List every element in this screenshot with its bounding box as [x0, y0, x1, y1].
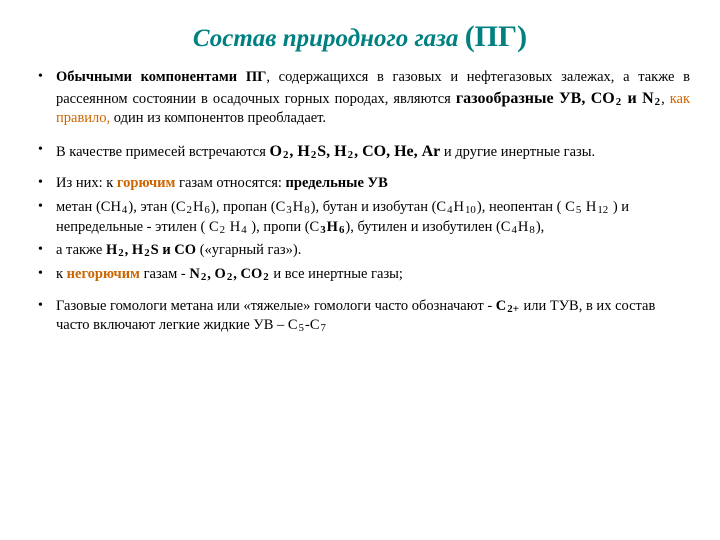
- bullet-list: Обычными компонентами ПГ, содержащихся в…: [30, 68, 690, 336]
- text: негорючим: [67, 266, 140, 282]
- text: ), бутилен и изобутилен (С: [345, 219, 510, 235]
- text: , СО, Не, Аr: [354, 143, 440, 160]
- sub: 3: [285, 204, 292, 216]
- sub: 12: [596, 204, 609, 216]
- text: Газовые гомологи метана или «тяжелые» го…: [56, 298, 496, 314]
- text: и N: [622, 90, 653, 107]
- text: В качестве примесей встречаются: [56, 144, 270, 160]
- text: N: [189, 266, 199, 282]
- text: Н: [454, 199, 464, 215]
- text: предельные УВ: [286, 175, 388, 191]
- text: Н: [327, 219, 338, 235]
- slide-title: Состав природного газа (ПГ): [30, 20, 690, 54]
- sub: 2: [186, 204, 193, 216]
- sub: 2: [219, 224, 226, 236]
- text: , СО: [233, 266, 262, 282]
- text: ), пропи (С: [248, 219, 320, 235]
- text: и другие инертные газы.: [440, 144, 595, 160]
- text: -С: [305, 317, 320, 333]
- text: метан (СН: [56, 199, 121, 215]
- text: ), этан (С: [128, 199, 185, 215]
- text: Н: [293, 199, 303, 215]
- text: Из них: к: [56, 175, 117, 191]
- text: а также: [56, 242, 106, 258]
- text: горючим: [117, 175, 175, 191]
- text: С: [496, 298, 506, 314]
- text: ),: [536, 219, 544, 235]
- sub: 10: [464, 204, 477, 216]
- bullet-2: В качестве примесей встречаются О2, Н2S,…: [30, 141, 690, 163]
- sub: 8: [528, 224, 535, 236]
- sub: 2: [347, 149, 354, 161]
- bullet-7: Газовые гомологи метана или «тяжелые» го…: [30, 297, 690, 336]
- text: Н: [518, 219, 528, 235]
- text: , Н: [125, 242, 144, 258]
- text: ,: [661, 91, 670, 107]
- text: Обычными компонентами ПГ: [56, 69, 266, 85]
- sub: 7: [319, 322, 326, 334]
- text: один из компонентов преобладает.: [110, 110, 326, 126]
- bullet-6: к негорючим газам - N2, O2, СО2 и все ин…: [30, 265, 690, 285]
- text: S, Н: [317, 143, 346, 160]
- sub: 2: [262, 271, 269, 283]
- text: газам -: [140, 266, 189, 282]
- title-suffix: (ПГ): [465, 20, 527, 53]
- text: Н: [226, 219, 240, 235]
- sub: 2: [654, 96, 661, 108]
- title-main: Состав природного газа: [193, 25, 459, 52]
- sub: 2+: [506, 303, 520, 315]
- text: и все инертные газы;: [270, 266, 403, 282]
- text: («угарный газ»).: [196, 242, 301, 258]
- sub: 6: [203, 204, 210, 216]
- text: газам относятся:: [175, 175, 285, 191]
- sub: 2: [143, 247, 150, 259]
- bullet-3: Из них: к горючим газам относятся: преде…: [30, 174, 690, 194]
- text: О: [270, 143, 282, 160]
- bullet-4: метан (СН4), этан (С2Н6), пропан (С3Н8),…: [30, 198, 690, 237]
- sub: 4: [446, 204, 453, 216]
- text: ), неопентан ( С: [477, 199, 575, 215]
- text: Н: [106, 242, 117, 258]
- text: , O: [207, 266, 226, 282]
- bullet-5: а также Н2, Н2S и СО («угарный газ»).: [30, 241, 690, 261]
- text: ), бутан и изобутан (С: [311, 199, 446, 215]
- sub: 3: [319, 224, 326, 236]
- text: Н: [193, 199, 203, 215]
- sub: 5: [298, 322, 305, 334]
- text: , Н: [289, 143, 309, 160]
- sub: 4: [240, 224, 247, 236]
- text: к: [56, 266, 67, 282]
- sub: 8: [303, 204, 310, 216]
- text: Н: [582, 199, 596, 215]
- text: газообразные УВ, СО: [456, 90, 615, 107]
- text: ), пропан (С: [211, 199, 285, 215]
- text: S и СО: [151, 242, 196, 258]
- bullet-1: Обычными компонентами ПГ, содержащихся в…: [30, 68, 690, 129]
- sub: 2: [117, 247, 124, 259]
- sub: 4: [510, 224, 517, 236]
